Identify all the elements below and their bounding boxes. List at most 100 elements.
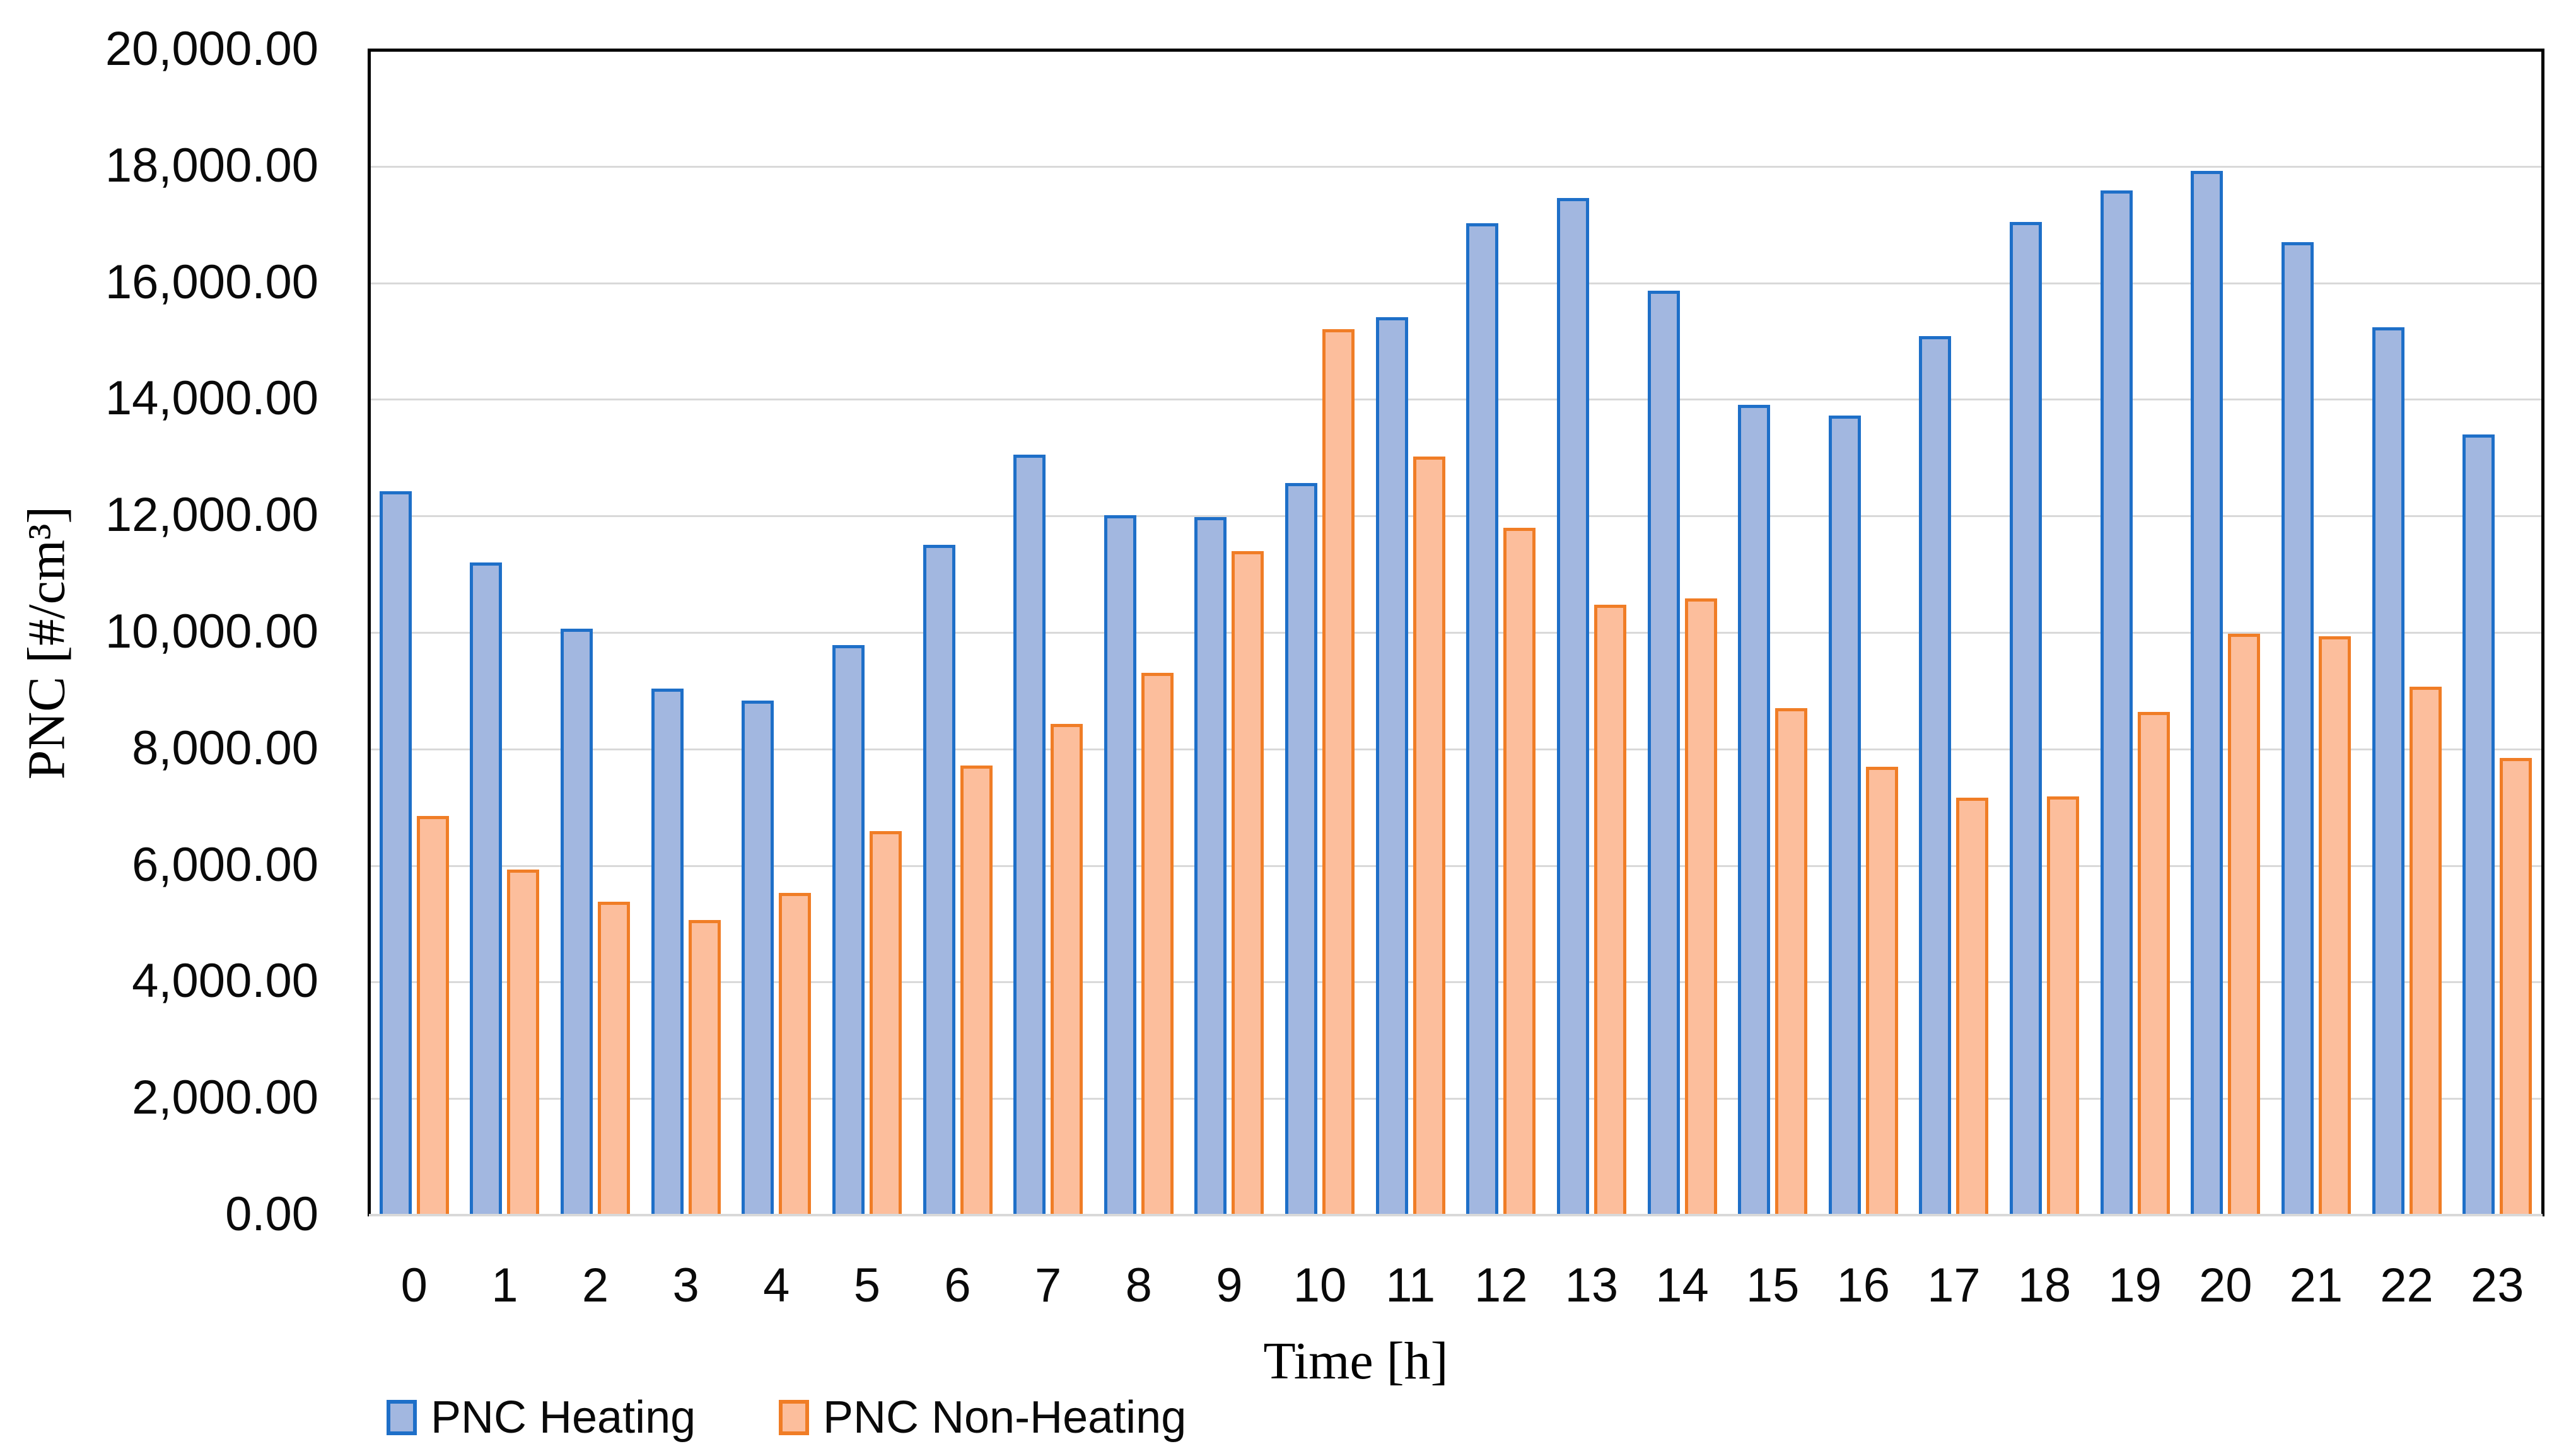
- bar-pnc-non-heating-h18: [2047, 796, 2080, 1215]
- x-axis-line: [369, 1214, 2543, 1216]
- x-tick-label: 19: [2108, 1259, 2162, 1312]
- y-tick-label: 10,000.00: [105, 604, 318, 658]
- y-tick-label: 0.00: [225, 1187, 318, 1241]
- y-tick-label: 12,000.00: [105, 487, 318, 542]
- bar-pnc-heating-h0: [379, 491, 412, 1215]
- bar-pnc-heating-h7: [1013, 455, 1046, 1215]
- x-tick-label: 10: [1293, 1259, 1347, 1312]
- bar-pnc-non-heating-h5: [869, 831, 902, 1215]
- legend-swatch-non-heating-icon: [779, 1400, 809, 1435]
- x-tick-label: 8: [1125, 1259, 1152, 1312]
- gridline: [369, 282, 2543, 284]
- plot-area: [369, 50, 2543, 1215]
- legend-label-non-heating: PNC Non-Heating: [823, 1392, 1187, 1443]
- bar-pnc-non-heating-h11: [1413, 456, 1445, 1215]
- legend-label-heating: PNC Heating: [431, 1392, 696, 1443]
- y-tick-label: 14,000.00: [105, 371, 318, 426]
- bar-pnc-non-heating-h15: [1775, 708, 1808, 1215]
- bar-pnc-non-heating-h14: [1684, 598, 1717, 1215]
- gridline: [369, 981, 2543, 984]
- x-tick-label: 4: [763, 1259, 790, 1312]
- bar-pnc-heating-h11: [1375, 317, 1408, 1215]
- gridline: [369, 1098, 2543, 1100]
- y-tick-label: 8,000.00: [132, 721, 318, 775]
- x-tick-label: 5: [853, 1259, 881, 1312]
- x-tick-label: 16: [1836, 1259, 1891, 1312]
- x-tick-label: 20: [2199, 1259, 2253, 1312]
- bar-pnc-heating-h17: [1919, 335, 1952, 1215]
- y-tick-label: 20,000.00: [105, 21, 318, 76]
- bar-pnc-non-heating-h10: [1322, 329, 1355, 1215]
- bar-pnc-non-heating-h6: [960, 765, 993, 1215]
- x-tick-label: 23: [2470, 1259, 2524, 1312]
- bar-pnc-non-heating-h20: [2228, 633, 2261, 1215]
- x-axis-title: Time [h]: [1263, 1332, 1448, 1390]
- bar-pnc-non-heating-h7: [1051, 724, 1083, 1215]
- bar-pnc-non-heating-h13: [1594, 604, 1626, 1215]
- bar-pnc-non-heating-h2: [598, 901, 631, 1215]
- x-tick-label: 14: [1655, 1259, 1709, 1312]
- x-tick-label: 15: [1746, 1259, 1800, 1312]
- y-axis-tick-labels: 0.00 2,000.00 4,000.00 6,000.00 8,000.00 10,0…: [0, 0, 318, 1456]
- bar-pnc-heating-h20: [2191, 171, 2223, 1215]
- bar-pnc-non-heating-h12: [1503, 527, 1536, 1215]
- bar-pnc-heating-h16: [1828, 416, 1861, 1215]
- x-tick-label: 3: [672, 1259, 699, 1312]
- y-tick-label: 6,000.00: [132, 837, 318, 892]
- x-tick-label: 13: [1565, 1259, 1619, 1312]
- x-tick-label: 12: [1474, 1259, 1528, 1312]
- gridline: [369, 515, 2543, 518]
- x-tick-label: 11: [1385, 1259, 1436, 1312]
- bar-pnc-heating-h12: [1466, 223, 1499, 1215]
- y-tick-label: 18,000.00: [105, 138, 318, 192]
- legend-item-non-heating: PNC Non-Heating: [779, 1392, 1186, 1443]
- x-tick-label: 22: [2380, 1259, 2433, 1312]
- y-tick-label: 2,000.00: [132, 1070, 318, 1124]
- bar-pnc-heating-h10: [1285, 483, 1318, 1215]
- x-tick-label: 7: [1035, 1259, 1062, 1312]
- x-tick-label: 21: [2289, 1259, 2343, 1312]
- bar-pnc-heating-h1: [470, 562, 503, 1215]
- bar-pnc-non-heating-h3: [688, 920, 721, 1215]
- bar-pnc-heating-h13: [1556, 197, 1589, 1215]
- bar-pnc-heating-h19: [2100, 190, 2133, 1215]
- gridline: [369, 165, 2543, 168]
- bar-pnc-heating-h9: [1194, 517, 1227, 1215]
- bar-pnc-heating-h8: [1104, 515, 1136, 1215]
- plot-border-right: [2541, 49, 2544, 1216]
- bar-pnc-heating-h23: [2462, 434, 2495, 1215]
- y-tick-label: 16,000.00: [105, 255, 318, 309]
- bar-pnc-heating-h3: [651, 688, 684, 1215]
- gridline: [369, 399, 2543, 401]
- bar-pnc-non-heating-h4: [779, 893, 812, 1215]
- bar-pnc-heating-h14: [1647, 290, 1680, 1215]
- gridline: [369, 865, 2543, 867]
- plot-border-top: [368, 49, 2544, 52]
- bar-pnc-non-heating-h21: [2318, 636, 2351, 1215]
- bar-pnc-non-heating-h19: [2137, 711, 2170, 1215]
- bar-pnc-non-heating-h23: [2500, 757, 2532, 1215]
- legend-swatch-heating-icon: [387, 1400, 417, 1435]
- y-axis-line: [368, 49, 371, 1216]
- bar-pnc-heating-h22: [2372, 327, 2404, 1215]
- bar-pnc-heating-h2: [561, 628, 593, 1215]
- bar-pnc-heating-h21: [2281, 242, 2314, 1215]
- x-tick-label: 17: [1927, 1259, 1981, 1312]
- x-tick-label: 2: [581, 1259, 609, 1312]
- y-axis-title: PNC [#/cm³]: [17, 506, 76, 780]
- x-tick-label: 0: [400, 1259, 428, 1312]
- x-tick-label: 1: [491, 1259, 518, 1312]
- bar-pnc-heating-h18: [2010, 221, 2043, 1215]
- x-tick-label: 6: [944, 1259, 971, 1312]
- bar-pnc-heating-h4: [742, 701, 774, 1215]
- y-tick-label: 4,000.00: [132, 954, 318, 1008]
- legend-item-heating: PNC Heating: [387, 1392, 696, 1443]
- gridline: [369, 748, 2543, 750]
- bar-pnc-non-heating-h9: [1232, 550, 1264, 1215]
- bar-pnc-non-heating-h16: [1865, 766, 1898, 1215]
- bar-pnc-non-heating-h17: [1956, 798, 1989, 1215]
- bar-pnc-non-heating-h8: [1141, 672, 1174, 1215]
- bar-pnc-non-heating-h22: [2409, 686, 2442, 1215]
- gridline: [369, 632, 2543, 634]
